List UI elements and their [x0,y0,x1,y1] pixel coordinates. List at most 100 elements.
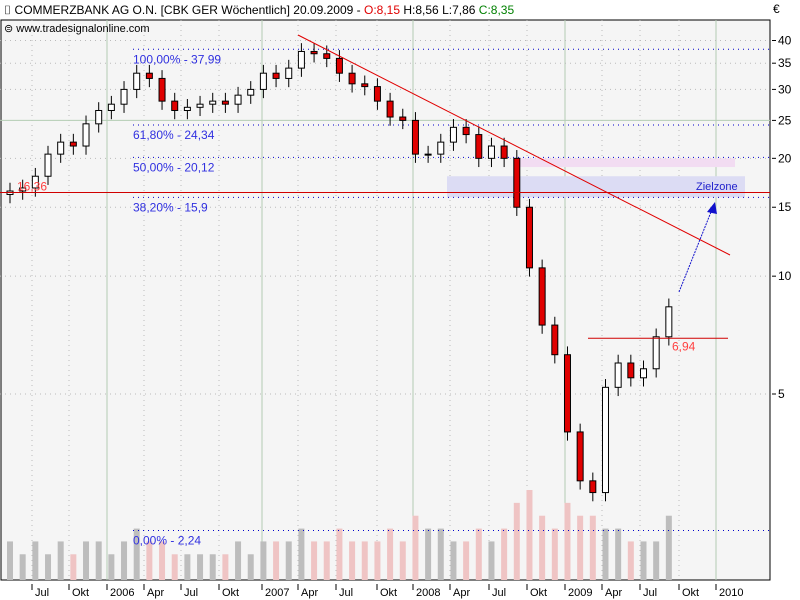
candle-body [665,306,673,338]
arrow-head-icon [707,202,717,214]
volume-bar [209,554,216,580]
candle-body [462,126,470,136]
volume-bar [577,515,584,580]
candle-body [399,116,407,121]
volume-bar [273,541,280,580]
volume-bar [83,541,90,580]
volume-bar [361,541,368,580]
fib-label: 100,00% - 37,99 [133,52,221,66]
volume-bar [95,541,102,580]
x-tick-label: Okt [530,587,547,599]
y-tick-label: 35 [778,56,792,70]
candle-body [538,267,546,326]
target-arrow [678,206,714,293]
x-tick-label: Apr [453,587,470,599]
x-tick-label: Okt [72,587,89,599]
candle-body [297,50,305,69]
x-tick-label: Jul [35,587,49,599]
volume-bar [589,515,596,580]
candle-body [386,100,394,118]
resistance-label: 6,94 [672,339,696,353]
volume-bar [197,554,204,580]
x-tick-label: 2007 [265,587,289,599]
volume-bar [247,554,254,580]
candle-body [424,153,432,156]
candle-body [551,324,559,356]
volume-bar [425,528,432,580]
candle-body [272,72,280,79]
volume-bar [437,528,444,580]
volume-bar [222,554,229,580]
volume-bar [551,528,558,580]
candle-body [652,336,660,370]
volume-bar [374,541,381,580]
candle-body [69,141,77,147]
link-icon: ⊜ [4,23,17,35]
candle-body [247,88,255,96]
candle-body [348,72,356,85]
high-value: H:8,56 [403,3,439,17]
x-tick-label: Jul [339,587,353,599]
candle-body [525,206,533,269]
volume-bar [412,515,419,580]
volume-bar [133,528,140,580]
y-tick-label: 15 [778,200,792,214]
fib-label: 61,80% - 24,34 [133,128,215,142]
candle-body [310,50,318,55]
volume-bar [627,541,634,580]
volume-bar [640,541,647,580]
candle-body [323,53,331,59]
fib-label: 0,00% - 2,24 [133,534,201,548]
fib-label: 50,00% - 20,12 [133,160,215,174]
x-tick-label: Okt [682,587,699,599]
close-value: C:8,35 [478,3,515,17]
volume-bar [450,541,457,580]
volume-bar [615,528,622,580]
source-link[interactable]: ⊜ www.tradesignalonline.com [4,23,150,35]
chart-header: ⌷ COMMERZBANK AG O.N. [CBK GER Wöchentli… [4,3,514,18]
x-tick-label: Apr [605,587,622,599]
y-axis-unit: € [773,2,780,16]
volume-bar [171,554,178,580]
volume-bar [146,541,153,580]
candle-body [601,386,609,494]
volume-bar [45,554,52,580]
candle-body [44,153,52,177]
candle-body [589,480,597,494]
candle-body [475,134,483,159]
candle-body [487,145,495,159]
volume-bar [665,515,672,580]
volume-bar [70,554,77,580]
volume-bar [108,554,115,580]
volume-bar [323,541,330,580]
volume-bar [513,502,520,580]
volume-bar [387,528,394,580]
candle-body [361,83,369,88]
volume-bar [564,502,571,580]
volume-bar [298,528,305,580]
low-value: L:7,86 [442,3,476,17]
candle-body [259,72,267,90]
y-tick-label: 40 [778,33,792,47]
volume-bar [336,528,343,580]
downtrend-line [297,34,731,256]
candle-body [221,100,229,105]
candle-body [158,77,166,102]
candle-body [285,67,293,79]
x-tick-label: Jul [184,587,198,599]
y-tick-label: 30 [778,82,792,96]
candle-body [19,187,27,192]
volume-bar [539,515,546,580]
volume-bar [349,541,356,580]
candle-body [411,119,419,155]
x-tick-label: Apr [147,587,164,599]
volume-bar [57,541,64,580]
volume-bar [184,554,191,580]
volume-bar [475,528,482,580]
volume-bar [399,541,406,580]
open-value: O:8,15 [364,3,401,17]
candle-body [373,86,381,102]
volume-bar [463,541,470,580]
volume-bar [526,490,533,580]
candle-body [449,126,457,143]
